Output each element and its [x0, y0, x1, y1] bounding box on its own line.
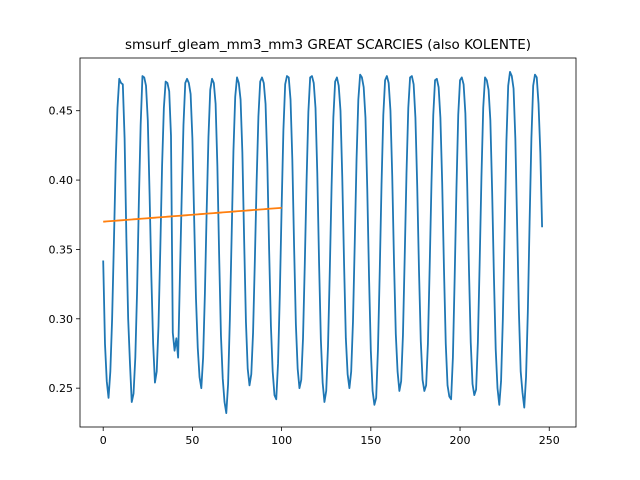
y-tick-label: 0.25 — [49, 382, 74, 395]
y-tick-label: 0.40 — [49, 174, 74, 187]
x-tick-label: 250 — [539, 434, 560, 447]
x-tick-label: 0 — [100, 434, 107, 447]
series-line-2 — [103, 206, 282, 223]
chart-title: smsurf_gleam_mm3_mm3 GREAT SCARCIES (als… — [125, 37, 531, 53]
x-axis: 0 50 100 150 200 250 — [100, 427, 560, 447]
y-tick-label: 0.35 — [49, 243, 74, 256]
x-tick-label: 150 — [360, 434, 381, 447]
y-tick-label: 0.45 — [49, 105, 74, 118]
x-tick-label: 50 — [185, 434, 199, 447]
y-tick-label: 0.30 — [49, 313, 74, 326]
plot-frame — [79, 57, 577, 428]
series-line-1 — [102, 70, 543, 415]
x-tick-label: 200 — [450, 434, 471, 447]
x-tick-label: 100 — [271, 434, 292, 447]
plot-lines — [102, 70, 543, 415]
y-axis: 0.25 0.30 0.35 0.40 0.45 — [49, 105, 80, 395]
